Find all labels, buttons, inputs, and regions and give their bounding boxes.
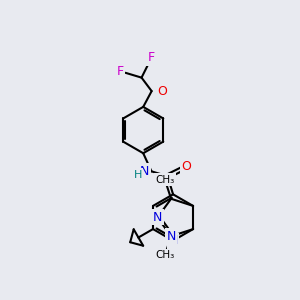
Text: CH₃: CH₃ xyxy=(155,250,175,260)
Text: CH₃: CH₃ xyxy=(155,175,175,185)
Text: N: N xyxy=(168,234,178,247)
Text: H: H xyxy=(134,169,142,179)
Text: N: N xyxy=(167,230,176,243)
Text: F: F xyxy=(148,51,155,64)
Text: O: O xyxy=(182,160,191,173)
Text: N: N xyxy=(153,211,162,224)
Text: N: N xyxy=(140,165,149,178)
Text: F: F xyxy=(117,65,124,78)
Text: O: O xyxy=(157,85,167,98)
